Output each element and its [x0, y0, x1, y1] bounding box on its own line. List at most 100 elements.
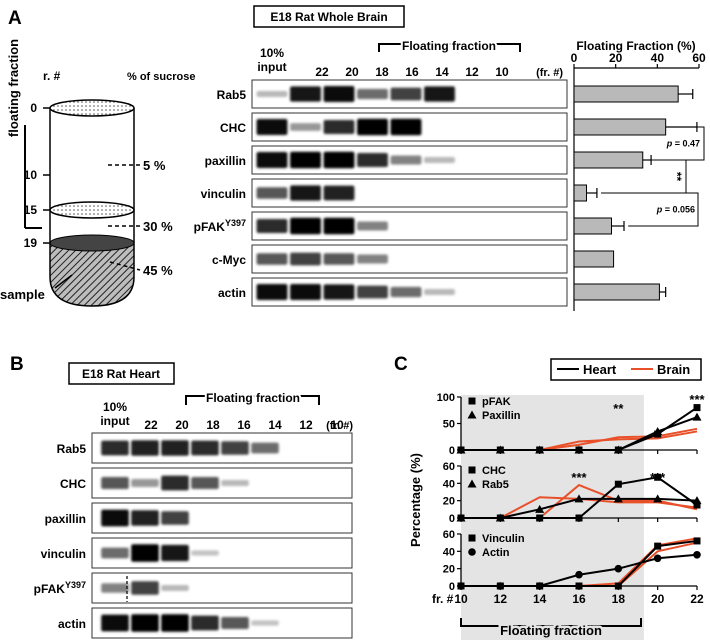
band — [424, 157, 455, 163]
band — [323, 253, 355, 265]
point-rab5 — [495, 513, 505, 522]
lane-label-22: 22 — [144, 418, 158, 432]
y-tick-label: 20 — [443, 496, 455, 508]
panel-c-legend: Heart Brain — [550, 358, 702, 381]
point-actin — [535, 582, 544, 590]
y-tick-label: 20 — [443, 564, 455, 576]
line-chart-floating-bracket — [460, 618, 642, 627]
lane-label-22: 22 — [315, 65, 329, 79]
band — [161, 511, 189, 525]
band — [323, 185, 355, 201]
tick-label-19: 19 — [24, 236, 38, 250]
protein-label-chc: CHC — [220, 121, 246, 135]
tube-side-label: floating fraction — [6, 39, 21, 137]
band — [256, 119, 288, 135]
point-chc — [614, 480, 622, 488]
band — [161, 440, 189, 456]
protein-label-rab5: Rab5 — [217, 88, 247, 102]
band — [390, 286, 422, 298]
point-paxillin — [574, 445, 584, 454]
y-tick-label: 40 — [443, 546, 455, 558]
y-tick-label: 100 — [437, 392, 455, 404]
band — [161, 544, 189, 562]
lane-label-20: 20 — [345, 65, 359, 79]
point-rab5 — [613, 494, 623, 503]
band — [424, 86, 455, 102]
floating-fraction-bar-chart: Floating Fraction (%) 0 20 40 60 p = 0.47 ** p… — [571, 39, 706, 311]
protein-label-rab5: Rab5 — [57, 442, 87, 456]
point-paxillin — [495, 445, 505, 454]
band — [131, 440, 159, 456]
panel-b-letter: B — [10, 354, 24, 375]
x-tick-label-16: 16 — [572, 592, 586, 606]
band — [323, 119, 355, 135]
bar-chc — [573, 118, 667, 136]
point-paxillin — [535, 445, 545, 454]
band — [131, 510, 159, 526]
blot-a-lane-labels: 22 20 18 16 14 12 10 — [315, 65, 509, 79]
point-rab5 — [653, 494, 663, 503]
protein-label-vinculin: vinculin — [41, 547, 86, 561]
point-vinculin — [614, 582, 622, 590]
y-tick-label: 50 — [443, 419, 455, 431]
lane-label-18: 18 — [206, 418, 220, 432]
sample-layer — [49, 242, 135, 307]
band — [101, 547, 129, 559]
significance-20: *** — [650, 470, 666, 485]
lane-label-16: 16 — [237, 418, 251, 432]
sucrose-tube-diagram: floating fraction r. # % of sucrose 0 10… — [0, 39, 195, 307]
band — [251, 442, 279, 454]
blot-a-floating-bracket — [378, 43, 521, 52]
band — [221, 479, 249, 487]
legend-marker-chc — [468, 466, 476, 474]
band — [323, 217, 355, 235]
point-rab5 — [456, 513, 466, 522]
band — [390, 87, 422, 101]
legend-marker-paxillin — [467, 410, 477, 419]
tube-top-layer — [49, 99, 135, 117]
legend-label-paxillin: Paxillin — [482, 410, 521, 422]
band — [290, 284, 321, 300]
blot-row-rab5: Rab5 — [217, 79, 568, 109]
sample-label: sample — [0, 287, 45, 302]
lane-label-20: 20 — [175, 418, 189, 432]
blot-a-header: 10% input Floating fraction (fr. #) — [257, 37, 563, 79]
panel-a-title: E18 Rat Whole Brain — [270, 10, 387, 24]
blot-row-frame — [91, 537, 353, 569]
band — [357, 118, 388, 136]
x-tick-label-18: 18 — [612, 592, 626, 606]
point-actin — [614, 564, 623, 573]
band — [101, 476, 129, 490]
lane-label-18: 18 — [375, 65, 389, 79]
y-tick-label: 60 — [443, 461, 455, 473]
line-chart-ylabel: Percentage (%) — [408, 453, 423, 547]
protein-label-paxillin: paxillin — [45, 512, 86, 526]
point-vinculin — [693, 537, 701, 545]
point-paxillin — [653, 426, 663, 435]
blot-row-paxillin: paxillin — [45, 502, 353, 534]
band — [161, 584, 189, 592]
legend-marker-pfak — [468, 397, 476, 405]
protein-label-pfak: pFAKY397 — [194, 218, 246, 234]
legend-heart-label: Heart — [583, 362, 617, 377]
point-actin — [653, 554, 662, 563]
band — [191, 440, 219, 456]
band — [256, 91, 288, 97]
blot-b-fr-label: (fr. #) — [326, 420, 353, 432]
panel-a-letter: A — [8, 8, 22, 29]
legend-brain-label: Brain — [657, 362, 690, 377]
blot-row-frame — [91, 572, 353, 604]
band — [357, 254, 388, 264]
band — [161, 614, 189, 632]
annotation-p-0056: p = 0.056 — [656, 205, 695, 215]
band — [357, 285, 388, 299]
point-chc — [693, 501, 701, 509]
line-subpanel-2: 0 20 40 60 CHC Rab5 *** *** — [443, 461, 702, 525]
sig-bracket-vinculin-pfak — [601, 192, 699, 227]
y-tick-label: 40 — [443, 478, 455, 490]
band — [290, 185, 321, 201]
blot-a-fr-label: (fr. #) — [536, 67, 563, 79]
band — [221, 616, 249, 630]
band — [290, 151, 321, 169]
lane-label-14: 14 — [435, 65, 449, 79]
